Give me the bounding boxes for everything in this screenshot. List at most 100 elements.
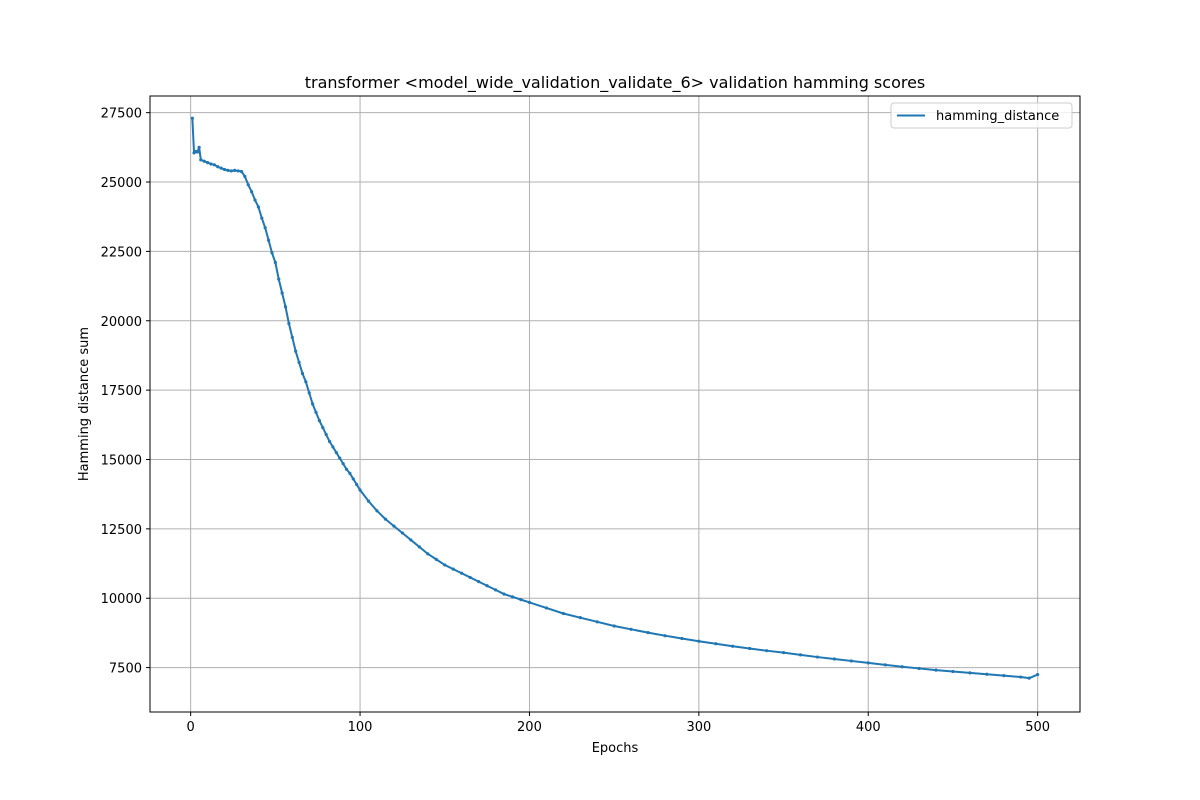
- data-point: [443, 563, 447, 567]
- data-point: [351, 477, 355, 481]
- data-point: [317, 419, 321, 423]
- x-tick-label: 500: [1025, 720, 1050, 735]
- data-point: [917, 666, 921, 671]
- data-point: [1027, 676, 1031, 680]
- data-point: [304, 380, 308, 384]
- data-point: [314, 410, 318, 414]
- y-tick-label: 15000: [101, 453, 142, 468]
- data-point: [663, 634, 667, 638]
- data-point: [781, 651, 786, 655]
- data-point: [595, 620, 599, 624]
- data-point: [426, 552, 430, 556]
- y-tick-label: 27500: [101, 107, 142, 122]
- data-point: [1036, 672, 1040, 677]
- x-tick-label: 300: [686, 720, 711, 735]
- data-point: [832, 657, 836, 661]
- y-tick-label: 25000: [101, 176, 142, 191]
- data-point: [321, 425, 325, 430]
- data-point: [348, 471, 352, 475]
- data-point: [338, 456, 342, 460]
- y-tick-label: 20000: [101, 315, 142, 330]
- data-point: [280, 291, 284, 295]
- data-point: [1002, 674, 1006, 678]
- data-point: [324, 432, 328, 437]
- data-point: [985, 672, 989, 676]
- data-point: [239, 169, 244, 174]
- data-point: [519, 598, 523, 602]
- legend: hamming_distance: [890, 102, 1073, 129]
- data-point: [417, 545, 421, 549]
- data-point: [578, 616, 582, 620]
- data-point: [311, 402, 315, 406]
- data-point: [287, 321, 291, 326]
- x-tick-label: 0: [187, 720, 195, 735]
- data-point: [334, 450, 338, 455]
- data-point: [748, 646, 752, 651]
- data-point: [260, 216, 264, 220]
- data-point: [355, 482, 359, 487]
- data-point: [219, 166, 223, 170]
- data-point: [493, 588, 498, 592]
- data-point: [451, 567, 455, 571]
- data-point: [222, 167, 227, 172]
- y-tick-label: 22500: [101, 245, 142, 260]
- data-point: [900, 665, 904, 669]
- data-point: [400, 531, 404, 535]
- data-point: [307, 391, 311, 395]
- data-point: [283, 305, 288, 309]
- data-point: [202, 159, 206, 163]
- data-point: [250, 190, 254, 194]
- data-point: [485, 584, 489, 588]
- data-point: [714, 642, 718, 646]
- data-point: [731, 644, 735, 648]
- legend-box: [890, 102, 1073, 129]
- data-point: [344, 467, 349, 471]
- data-point: [392, 524, 396, 528]
- x-axis-label: Epochs: [592, 741, 639, 756]
- data-point: [270, 251, 274, 255]
- data-point: [968, 671, 972, 675]
- legend-label: hamming_distance: [936, 109, 1059, 124]
- data-point: [561, 611, 565, 616]
- data-point: [646, 631, 650, 635]
- y-tick-label: 17500: [101, 384, 142, 399]
- data-point: [680, 636, 684, 641]
- plot-area: [150, 96, 1080, 712]
- data-point: [765, 649, 769, 653]
- data-point: [798, 653, 803, 657]
- data-point: [358, 488, 362, 492]
- axes-frame: [149, 95, 1081, 713]
- data-point: [468, 575, 472, 580]
- data-point: [815, 655, 820, 659]
- data-point: [502, 592, 506, 596]
- data-point: [383, 517, 388, 521]
- data-point: [460, 571, 464, 575]
- data-point: [527, 600, 532, 605]
- y-tick-label: 12500: [101, 523, 142, 538]
- data-point: [375, 509, 379, 513]
- data-point: [697, 639, 701, 643]
- data-point: [510, 595, 515, 599]
- data-point: [294, 349, 298, 353]
- data-point: [327, 439, 332, 444]
- data-point: [263, 226, 267, 230]
- data-point: [243, 174, 247, 179]
- data-point: [199, 158, 203, 162]
- x-tick-label: 400: [856, 720, 881, 735]
- y-tick-label: 10000: [101, 592, 142, 607]
- x-tick-label: 200: [517, 720, 542, 735]
- data-point: [883, 663, 887, 667]
- data-point: [290, 335, 294, 340]
- data-point: [206, 160, 210, 165]
- data-point: [366, 499, 371, 503]
- data-point: [544, 606, 548, 610]
- data-point: [229, 169, 233, 173]
- data-point: [849, 659, 853, 663]
- data-point: [612, 624, 616, 628]
- data-point: [300, 371, 305, 376]
- data-point: [273, 260, 277, 265]
- data-point: [434, 557, 438, 561]
- data-point: [277, 277, 281, 281]
- ticks-layer: 0 100 200 300 400 500 7500 10000 12500 15000 17500…: [101, 107, 1050, 735]
